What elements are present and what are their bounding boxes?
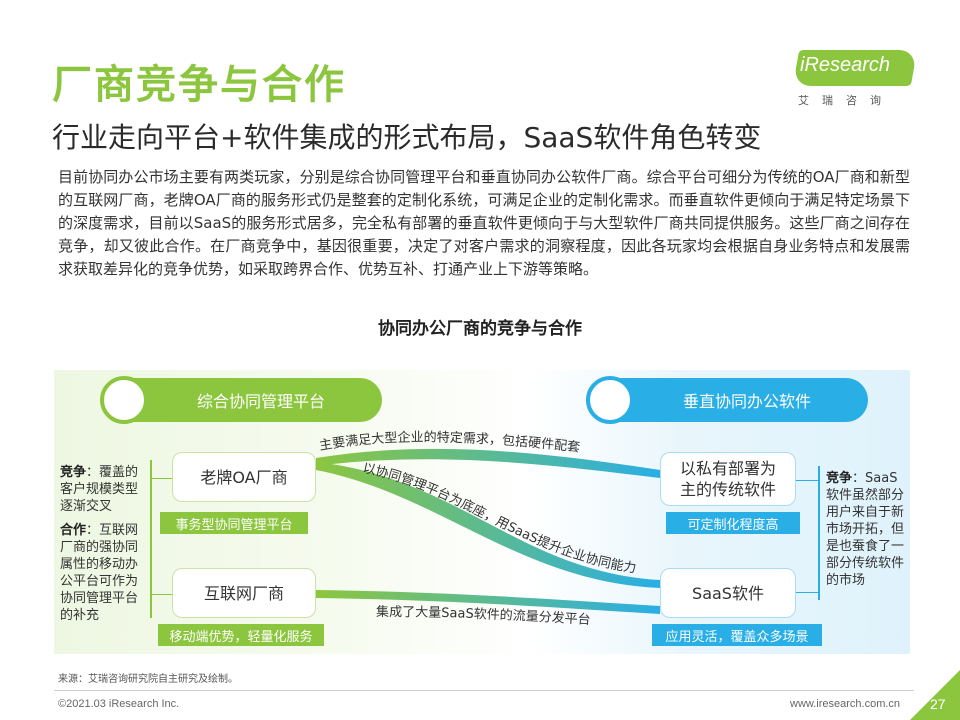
left-compete-text: ：覆盖的客户规模类型逐渐交叉 (60, 465, 139, 514)
left-tag-internet: 移动端优势，轻量化服务 (158, 624, 324, 646)
copyright: ©2021.03 iResearch Inc. (58, 698, 180, 710)
left-compete-note: 竞争：覆盖的客户规模类型逐渐交叉 (60, 464, 146, 515)
left-tag-oa: 事务型协同管理平台 (160, 512, 308, 534)
logo-brand: iResearch (800, 54, 891, 76)
source-note: 来源：艾瑞咨询研究院自主研究及绘制。 (58, 674, 238, 685)
footer-divider (54, 690, 914, 691)
right-connector-bottom (796, 592, 818, 593)
right-compete-note: 竞争：SaaS软件虽然部分用户来自于新市场开拓，但是也蚕食了一部分传统软件的市场 (826, 470, 908, 589)
right-compete-text: ：SaaS软件虽然部分用户来自于新市场开拓，但是也蚕食了一部分传统软件的市场 (826, 471, 905, 588)
right-header-label: 垂直协同办公软件 (682, 392, 811, 411)
corner-triangle (910, 670, 960, 720)
intro-paragraph: 目前协同办公市场主要有两类玩家，分别是综合协同管理平台和垂直协同办公软件厂商。综… (58, 168, 910, 278)
left-header-label: 综合协同管理平台 (196, 392, 325, 411)
right-header-pill: 垂直协同办公软件 (590, 378, 868, 422)
page-number: 27 (930, 696, 946, 712)
right-tag-traditional: 可定制化程度高 (666, 512, 800, 534)
right-box-saas: SaaS软件 (660, 568, 796, 618)
left-coop-note: 合作：互联网厂商的强协同属性的移动办公平台可作为协同管理平台的补充 (60, 522, 146, 624)
left-connector-top (150, 478, 172, 479)
right-note-bar (818, 466, 820, 600)
right-header-circle (586, 376, 634, 424)
right-box-traditional: 以私有部署为主的传统软件 (660, 452, 796, 506)
page-subtitle: 行业走向平台+软件集成的形式布局，SaaS软件角色转变 (52, 121, 762, 154)
right-connector-top (796, 480, 818, 481)
left-box-internet: 互联网厂商 (172, 568, 316, 618)
left-coop-text: ：互联网厂商的强协同属性的移动办公平台可作为协同管理平台的补充 (60, 523, 139, 623)
right-compete-label: 竞争 (826, 471, 853, 486)
right-tag-saas: 应用灵活，覆盖众多场景 (652, 624, 822, 646)
website-url: www.iresearch.com.cn (790, 698, 901, 710)
left-header-circle (100, 376, 148, 424)
iresearch-logo: iResearch 艾瑞咨询 (792, 50, 918, 112)
left-note-bar (150, 460, 152, 618)
left-compete-label: 竞争 (60, 465, 87, 480)
left-connector-bottom (150, 594, 172, 595)
left-box-oa: 老牌OA厂商 (172, 452, 316, 502)
left-header-pill: 综合协同管理平台 (104, 378, 382, 422)
diagram-title: 协同办公厂商的竞争与合作 (378, 319, 582, 339)
logo-cn: 艾瑞咨询 (798, 94, 894, 107)
page-title: 厂商竞争与合作 (52, 62, 346, 108)
left-coop-label: 合作 (60, 523, 87, 538)
